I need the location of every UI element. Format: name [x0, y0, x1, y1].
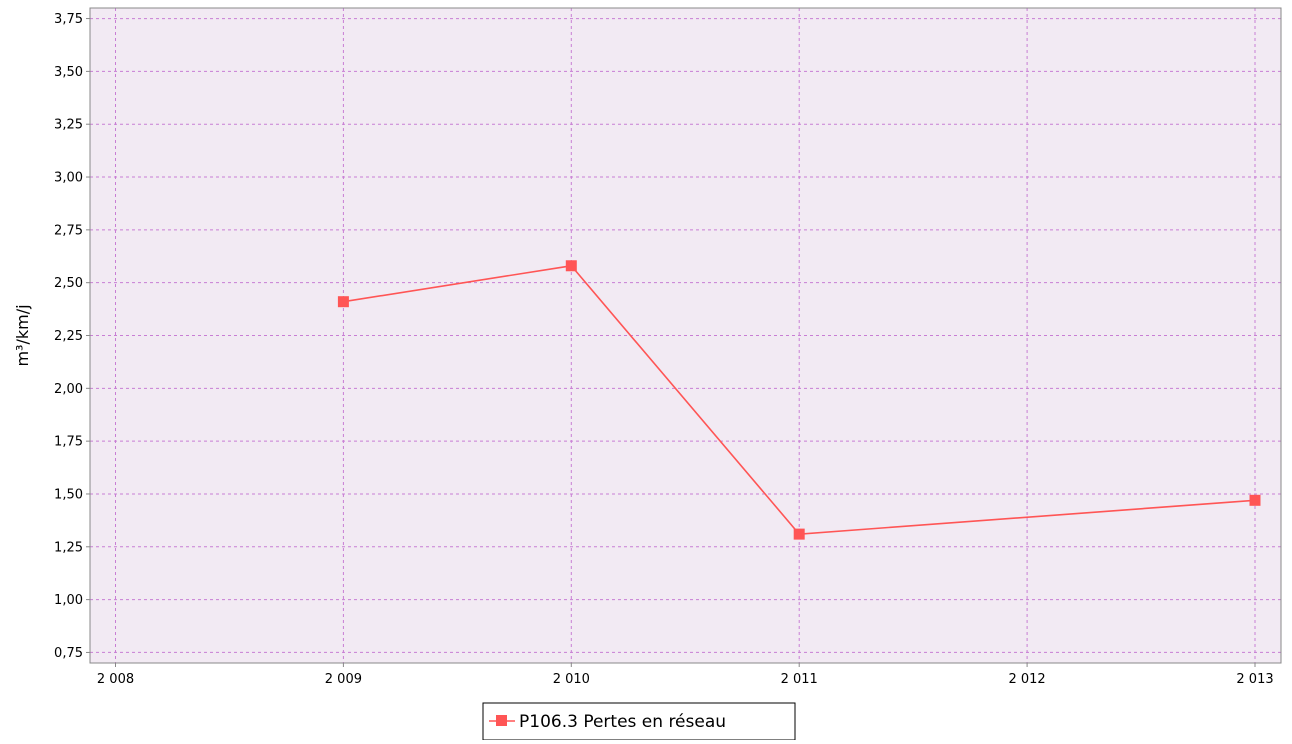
x-tick-label: 2 008 — [97, 672, 134, 687]
x-tick-label: 2 009 — [325, 672, 362, 687]
y-tick-label: 1,00 — [54, 593, 83, 608]
y-tick-label: 2,75 — [54, 223, 83, 238]
data-point — [793, 528, 805, 540]
legend: P106.3 Pertes en réseau — [482, 702, 796, 741]
tick-labels: 0,75 1,00 1,25 1,50 1,75 2,00 2,25 2,50 2,75 3,00… — [54, 12, 1274, 687]
y-tick-label: 3,25 — [54, 118, 83, 133]
x-tick-label: 2 012 — [1008, 672, 1045, 687]
series-line — [343, 264, 1256, 535]
y-axis-label: m³/km/j — [13, 304, 32, 366]
series-layer — [337, 260, 1261, 540]
y-tick-label: 1,50 — [54, 487, 83, 502]
legend-box — [482, 702, 796, 741]
data-point — [565, 260, 577, 272]
y-tick-label: 3,75 — [54, 12, 83, 27]
legend-label: P106.3 Pertes en réseau — [519, 712, 726, 732]
x-tick-label: 2 013 — [1236, 672, 1273, 687]
y-tick-label: 2,00 — [54, 382, 83, 397]
grid-lines — [90, 8, 1281, 663]
x-tick-label: 2 010 — [553, 672, 590, 687]
data-point — [1249, 494, 1261, 506]
y-tick-label: 3,00 — [54, 171, 83, 186]
y-tick-label: 3,50 — [54, 65, 83, 80]
y-tick-label: 2,50 — [54, 276, 83, 291]
data-point — [337, 296, 349, 308]
y-tick-label: 0,75 — [54, 646, 83, 661]
legend-square-marker — [496, 715, 507, 726]
y-tick-label: 2,25 — [54, 329, 83, 344]
y-tick-label: 1,25 — [54, 540, 83, 555]
x-tick-label: 2 011 — [781, 672, 818, 687]
y-tick-label: 1,75 — [54, 435, 83, 450]
